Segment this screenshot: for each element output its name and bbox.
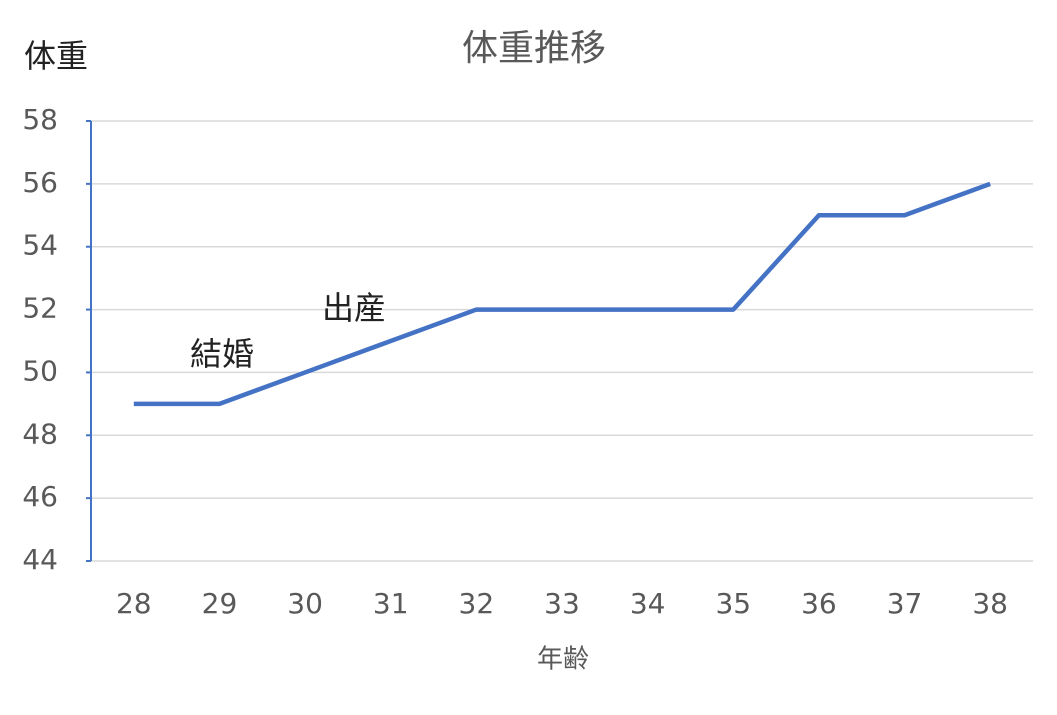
x-tick-label: 35: [715, 587, 751, 620]
x-tick-label: 31: [373, 587, 409, 620]
x-tick-label: 34: [630, 587, 666, 620]
data-line: [133, 181, 991, 407]
y-tick-label: 52: [22, 292, 58, 325]
y-tick-label: 56: [22, 166, 58, 199]
chart-title: 体重推移: [462, 28, 606, 69]
y-tick-label: 46: [22, 480, 58, 513]
annotation: 結婚: [190, 335, 254, 373]
y-tick-label: 58: [22, 103, 58, 136]
x-tick-label: 32: [459, 587, 495, 620]
y-tick-label: 54: [22, 229, 58, 262]
annotation: 出産: [322, 289, 386, 327]
y-axis-label: 体重: [24, 37, 88, 75]
y-tick-label: 48: [22, 417, 58, 450]
x-tick-label: 29: [202, 587, 238, 620]
y-tick-label: 44: [22, 543, 58, 576]
x-tick-label: 28: [116, 587, 152, 620]
x-tick-label: 30: [287, 587, 323, 620]
x-tick-label: 33: [544, 587, 580, 620]
y-tick-label: 50: [22, 354, 58, 387]
x-axis-label: 年齢: [537, 645, 589, 675]
x-tick-label: 36: [801, 587, 837, 620]
x-tick-label: 38: [972, 587, 1008, 620]
x-tick-label: 37: [887, 587, 923, 620]
